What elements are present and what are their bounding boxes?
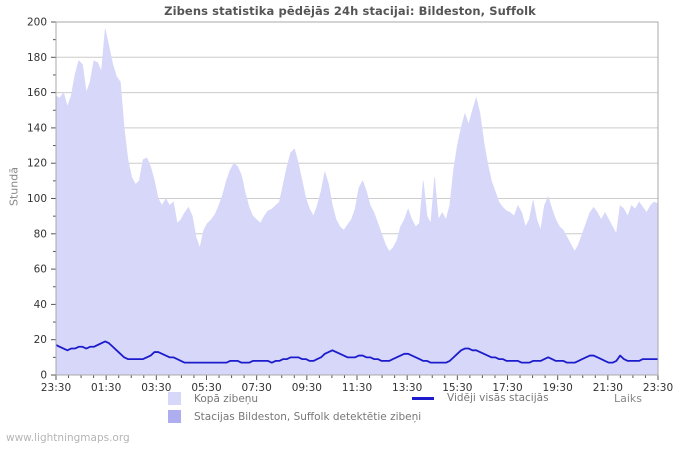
average-line-layer: [55, 340, 658, 364]
x-tick-label: 07:30: [242, 382, 272, 394]
area-series-layer: [55, 28, 659, 376]
average-all-stations-line: [55, 340, 658, 364]
total-strikes-area: [55, 28, 659, 376]
legend-label-average: Vidēji visās stacijās: [447, 392, 549, 404]
x-tick-label: 21:30: [593, 382, 623, 394]
y-axis-label: Stundā: [7, 167, 21, 206]
y-tick-label: 0: [40, 370, 47, 382]
legend-swatch-total-icon: [168, 392, 181, 405]
x-tick-label: 05:30: [191, 382, 221, 394]
legend-item-total[interactable]: Kopā zibeņu: [168, 392, 258, 405]
legend-swatch-average-icon: [412, 396, 434, 400]
y-tick-label: 80: [34, 228, 47, 240]
y-tick-label: 120: [27, 158, 47, 170]
y-tick-label: 180: [27, 52, 47, 64]
y-tick-label: 140: [27, 122, 47, 134]
x-tick-label: 15:30: [442, 382, 472, 394]
x-tick-label: 03:30: [141, 382, 171, 394]
y-tick-label: 60: [34, 264, 47, 276]
x-tick-label: 23:30: [643, 382, 673, 394]
legend-label-total: Kopā zibeņu: [194, 392, 259, 405]
axis-layer: [51, 21, 659, 380]
y-tick-label: 200: [27, 17, 47, 29]
y-tick-label: 100: [27, 193, 47, 205]
x-tick-label: 19:30: [543, 382, 573, 394]
watermark-text: www.lightningmaps.org: [6, 432, 130, 444]
x-tick-label: 01:30: [91, 382, 121, 394]
legend-swatch-station-icon: [168, 410, 181, 423]
legend-item-station[interactable]: Stacijas Bildeston, Suffolk detektētie z…: [168, 410, 421, 423]
y-tick-label: 40: [34, 299, 47, 311]
chart-legend: Kopā zibeņu Stacijas Bildeston, Suffolk …: [0, 390, 700, 430]
y-tick-label: 160: [27, 87, 47, 99]
x-axis-label: Laiks: [614, 392, 643, 405]
x-tick-label: 13:30: [392, 382, 422, 394]
tick-label-layer: 0 20 40 60 80 100 120 140 160 180 200 23:30 01:30 03:…: [27, 17, 673, 395]
x-tick-label: 23:30: [41, 382, 71, 394]
y-tick-label: 20: [34, 334, 47, 346]
x-tick-label: 09:30: [292, 382, 322, 394]
x-tick-label: 11:30: [342, 382, 372, 394]
legend-label-station: Stacijas Bildeston, Suffolk detektētie z…: [194, 410, 422, 423]
chart-title: Zibens statistika pēdējās 24h stacijai: …: [164, 4, 536, 18]
x-tick-label: 17:30: [492, 382, 522, 394]
legend-item-average[interactable]: Vidēji visās stacijās: [412, 392, 549, 404]
